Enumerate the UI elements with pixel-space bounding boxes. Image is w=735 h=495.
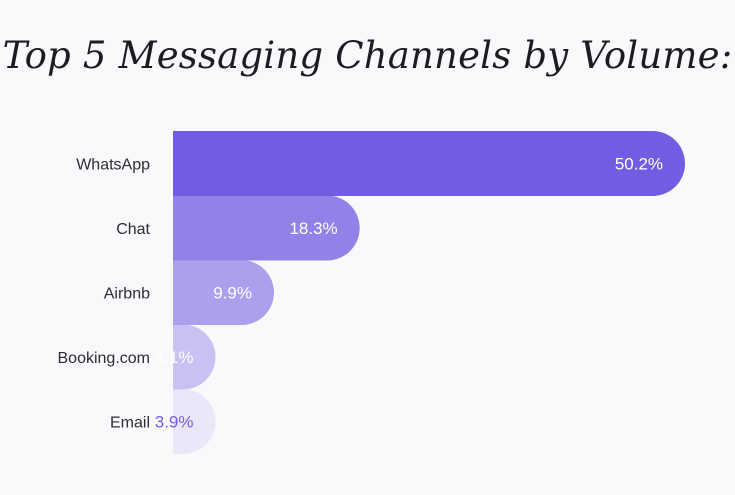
bar-chat: [173, 195, 360, 261]
bar-email: [173, 389, 216, 454]
category-label: Chat: [116, 221, 150, 238]
bar-airbnb: [173, 260, 274, 325]
category-label: Airbnb: [104, 286, 150, 303]
bar-booking-com: [173, 324, 216, 390]
value-label: 50.2%: [615, 155, 663, 174]
value-label: 3.9%: [155, 413, 194, 432]
bar-whatsapp: [173, 131, 686, 196]
value-label: 9.9%: [213, 284, 252, 303]
category-label: Booking.com: [58, 350, 151, 367]
value-label: 18.3%: [289, 219, 337, 238]
chart-title: Top 5 Messaging Channels by Volume:: [2, 34, 733, 77]
value-label: 4.1%: [155, 348, 194, 367]
category-label: Email: [110, 415, 150, 432]
category-label: WhatsApp: [76, 157, 150, 174]
